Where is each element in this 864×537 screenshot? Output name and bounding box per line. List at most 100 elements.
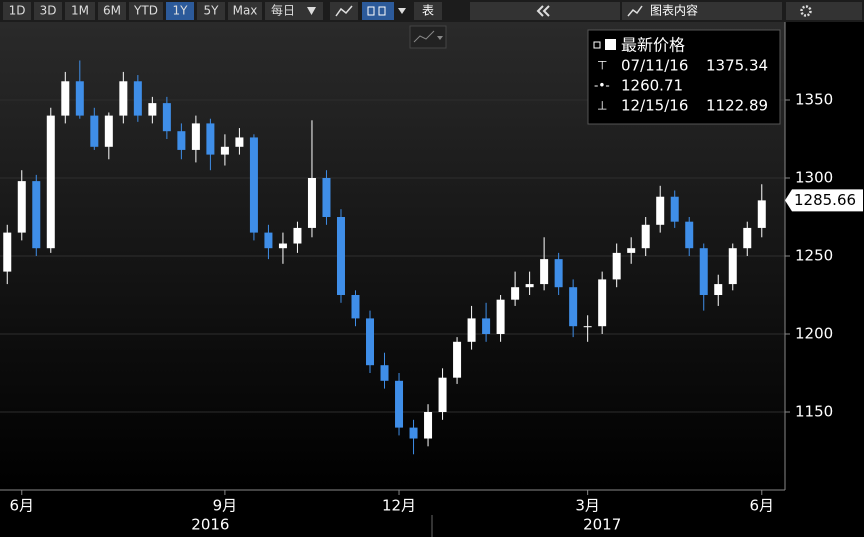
range-button[interactable] — [166, 2, 194, 20]
candle-glyph — [378, 6, 386, 16]
candle-body — [336, 217, 345, 295]
candle-body — [191, 123, 200, 150]
axes: 1150 1200 1250 1300 1350 6月 9月 12月 3月 6月 2016 2017 1… — [9, 91, 863, 534]
line-glyph — [335, 5, 353, 17]
candles — [3, 60, 766, 455]
candle-body — [467, 318, 476, 342]
range-label: YTD — [133, 4, 158, 18]
candle-body — [119, 81, 128, 116]
x-tick-label: 9月 — [213, 497, 238, 515]
legend-high-value: 1375.34 — [706, 57, 768, 75]
content-label: 图表内容 — [650, 3, 698, 18]
candle-body — [395, 380, 404, 428]
legend-swatch — [605, 39, 616, 50]
candle-body — [264, 232, 273, 249]
range-label: Max — [233, 4, 258, 18]
candle-body — [641, 224, 650, 249]
year-label: 2016 — [191, 516, 229, 534]
candle-body — [75, 81, 84, 116]
x-tick-label: 3月 — [575, 497, 600, 515]
candle-body — [583, 326, 592, 328]
candle-body — [511, 287, 520, 300]
candle-body — [206, 123, 215, 155]
candle-body — [380, 365, 389, 381]
range-button[interactable] — [3, 2, 31, 20]
legend-high-date: 07/11/16 — [621, 57, 688, 75]
candle-body — [32, 181, 41, 249]
candle-body — [743, 227, 752, 249]
range-label: 1Y — [173, 4, 189, 18]
y-tick-label: 1350 — [795, 91, 833, 109]
y-tick-label: 1150 — [795, 403, 833, 421]
candle-body — [104, 115, 113, 147]
chart-type-glyph — [413, 30, 435, 43]
frequency-label: 每日 — [271, 3, 295, 18]
candle-body — [249, 137, 258, 233]
settings-button[interactable] — [786, 2, 862, 20]
candle-body — [278, 243, 287, 249]
toolbar-buttons: 1D 3D 1M 6M YTD 1Y 5Y Max 每日 — [3, 2, 323, 20]
candle-body — [453, 341, 462, 378]
range-button[interactable] — [228, 2, 262, 20]
legend-average-icon: -•- — [594, 79, 610, 93]
candle-body — [656, 196, 665, 225]
toolbar-icons: 表 图表内容 — [330, 2, 862, 49]
candle-body — [90, 115, 99, 147]
candle-body — [699, 248, 708, 295]
table-button[interactable] — [414, 2, 442, 20]
candle-body — [670, 196, 679, 222]
candle-body — [148, 103, 157, 116]
range-label: 5Y — [204, 4, 220, 18]
y-tick-label: 1200 — [795, 325, 833, 343]
range-button[interactable] — [197, 2, 225, 20]
last-price-tag — [785, 189, 863, 212]
range-button[interactable] — [34, 2, 62, 20]
x-tick-label: 6月 — [9, 497, 34, 515]
legend-average-value: 1260.71 — [621, 77, 683, 95]
content-glyph — [627, 5, 643, 17]
candle-body — [409, 427, 418, 439]
candle-body — [685, 221, 694, 249]
range-button[interactable] — [65, 2, 95, 20]
gear-icon — [800, 5, 812, 17]
candle-icon[interactable] — [362, 2, 394, 20]
frequency-button[interactable] — [265, 2, 323, 20]
content-button[interactable] — [622, 2, 782, 20]
legend-low-value: 1122.89 — [706, 97, 768, 115]
candle-body — [61, 81, 70, 116]
legend-low-date: 12/15/16 — [621, 97, 688, 115]
legend-title: 最新价格 — [621, 36, 685, 55]
legend-high-icon: ⊤ — [597, 59, 607, 73]
candle-body — [162, 103, 171, 132]
legend-low-icon: ⊥ — [597, 99, 607, 113]
y-tick-label: 1250 — [795, 247, 833, 265]
dropdown-arrow[interactable] — [398, 8, 406, 14]
candle-glyph — [367, 6, 375, 16]
candle-body — [220, 146, 229, 155]
candle-body — [177, 131, 186, 150]
candle-body — [424, 412, 433, 439]
candle-body — [322, 178, 331, 217]
candle-body — [17, 181, 26, 233]
last-price-label: 1285.66 — [794, 191, 856, 209]
y-tick-label: 1300 — [795, 169, 833, 187]
legend-box — [587, 29, 781, 125]
candle-body — [554, 259, 563, 288]
candle-body — [598, 279, 607, 327]
legend-marker — [593, 41, 601, 49]
range-button[interactable] — [129, 2, 163, 20]
legend: 最新价格 ⊤ 07/11/16 1375.34 -•- 1260.71 ⊥ 12… — [587, 29, 781, 125]
candle-body — [569, 287, 578, 327]
candle-body — [3, 232, 12, 272]
chart-type-arrow — [437, 36, 443, 40]
candle-body — [714, 284, 723, 295]
candle-body — [540, 259, 549, 285]
table-label: 表 — [422, 4, 434, 18]
x-tick-label: 12月 — [382, 497, 416, 515]
range-label: 6M — [103, 4, 121, 18]
collapse-glyph — [536, 5, 550, 17]
candle-body — [133, 81, 142, 116]
range-button[interactable] — [98, 2, 126, 20]
